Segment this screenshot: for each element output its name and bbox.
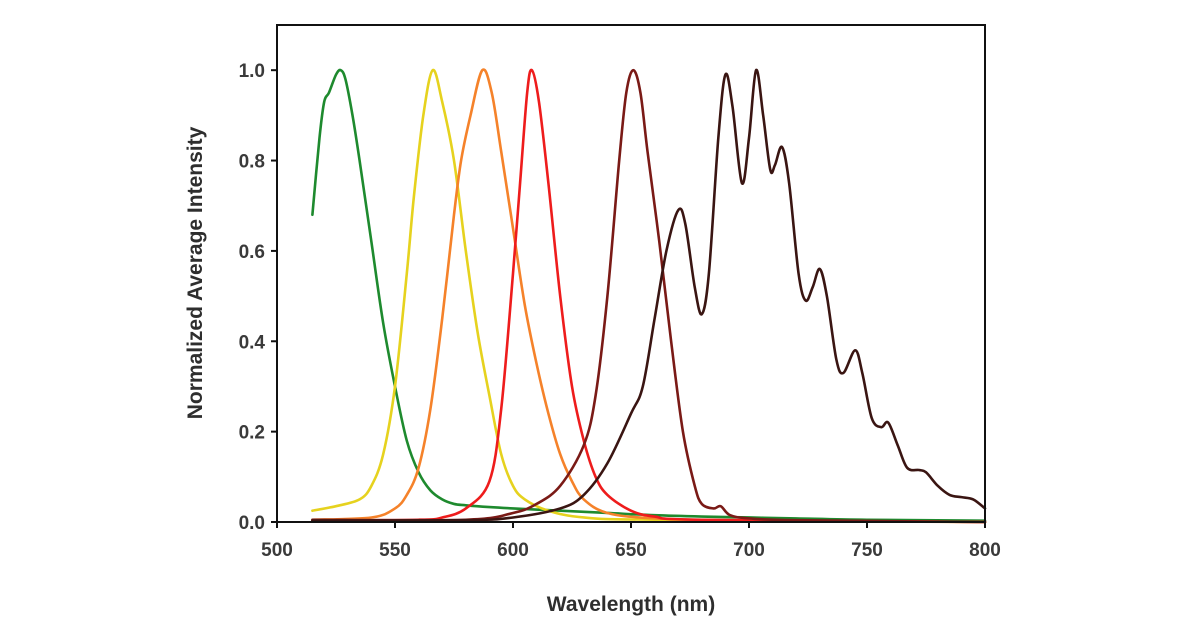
y-tick-label: 0.8 [239, 152, 265, 173]
x-tick-label: 800 [969, 540, 1001, 561]
x-tick-label: 700 [733, 540, 765, 561]
y-tick-label: 0.2 [239, 423, 265, 444]
series-line-6 [311, 68, 987, 522]
x-tick-label: 600 [497, 540, 529, 561]
y-tick-label: 0.4 [239, 332, 266, 353]
x-tick-label: 750 [851, 540, 883, 561]
y-tick-label: 0.6 [239, 242, 265, 263]
series-line-3 [311, 68, 987, 524]
x-tick-label: 500 [261, 540, 293, 561]
plot-frame [276, 24, 986, 523]
y-tick-label: 0.0 [239, 513, 265, 534]
x-tick-label: 550 [379, 540, 411, 561]
x-tick-label: 650 [615, 540, 647, 561]
ticks-layer: 500 550 600 650 700 750 800 0.0 0.2 0.4 0.6 0.8 1.0 [239, 61, 1001, 561]
series-layer [311, 68, 987, 524]
y-tick-label: 1.0 [239, 61, 265, 82]
series-line-5 [311, 68, 987, 524]
x-axis-title: Wavelength (nm) [547, 593, 715, 616]
y-axis-title: Normalized Average Intensity [184, 126, 207, 419]
series-line-4 [311, 68, 987, 524]
series-line-1 [311, 68, 987, 522]
series-line-2 [311, 68, 987, 524]
